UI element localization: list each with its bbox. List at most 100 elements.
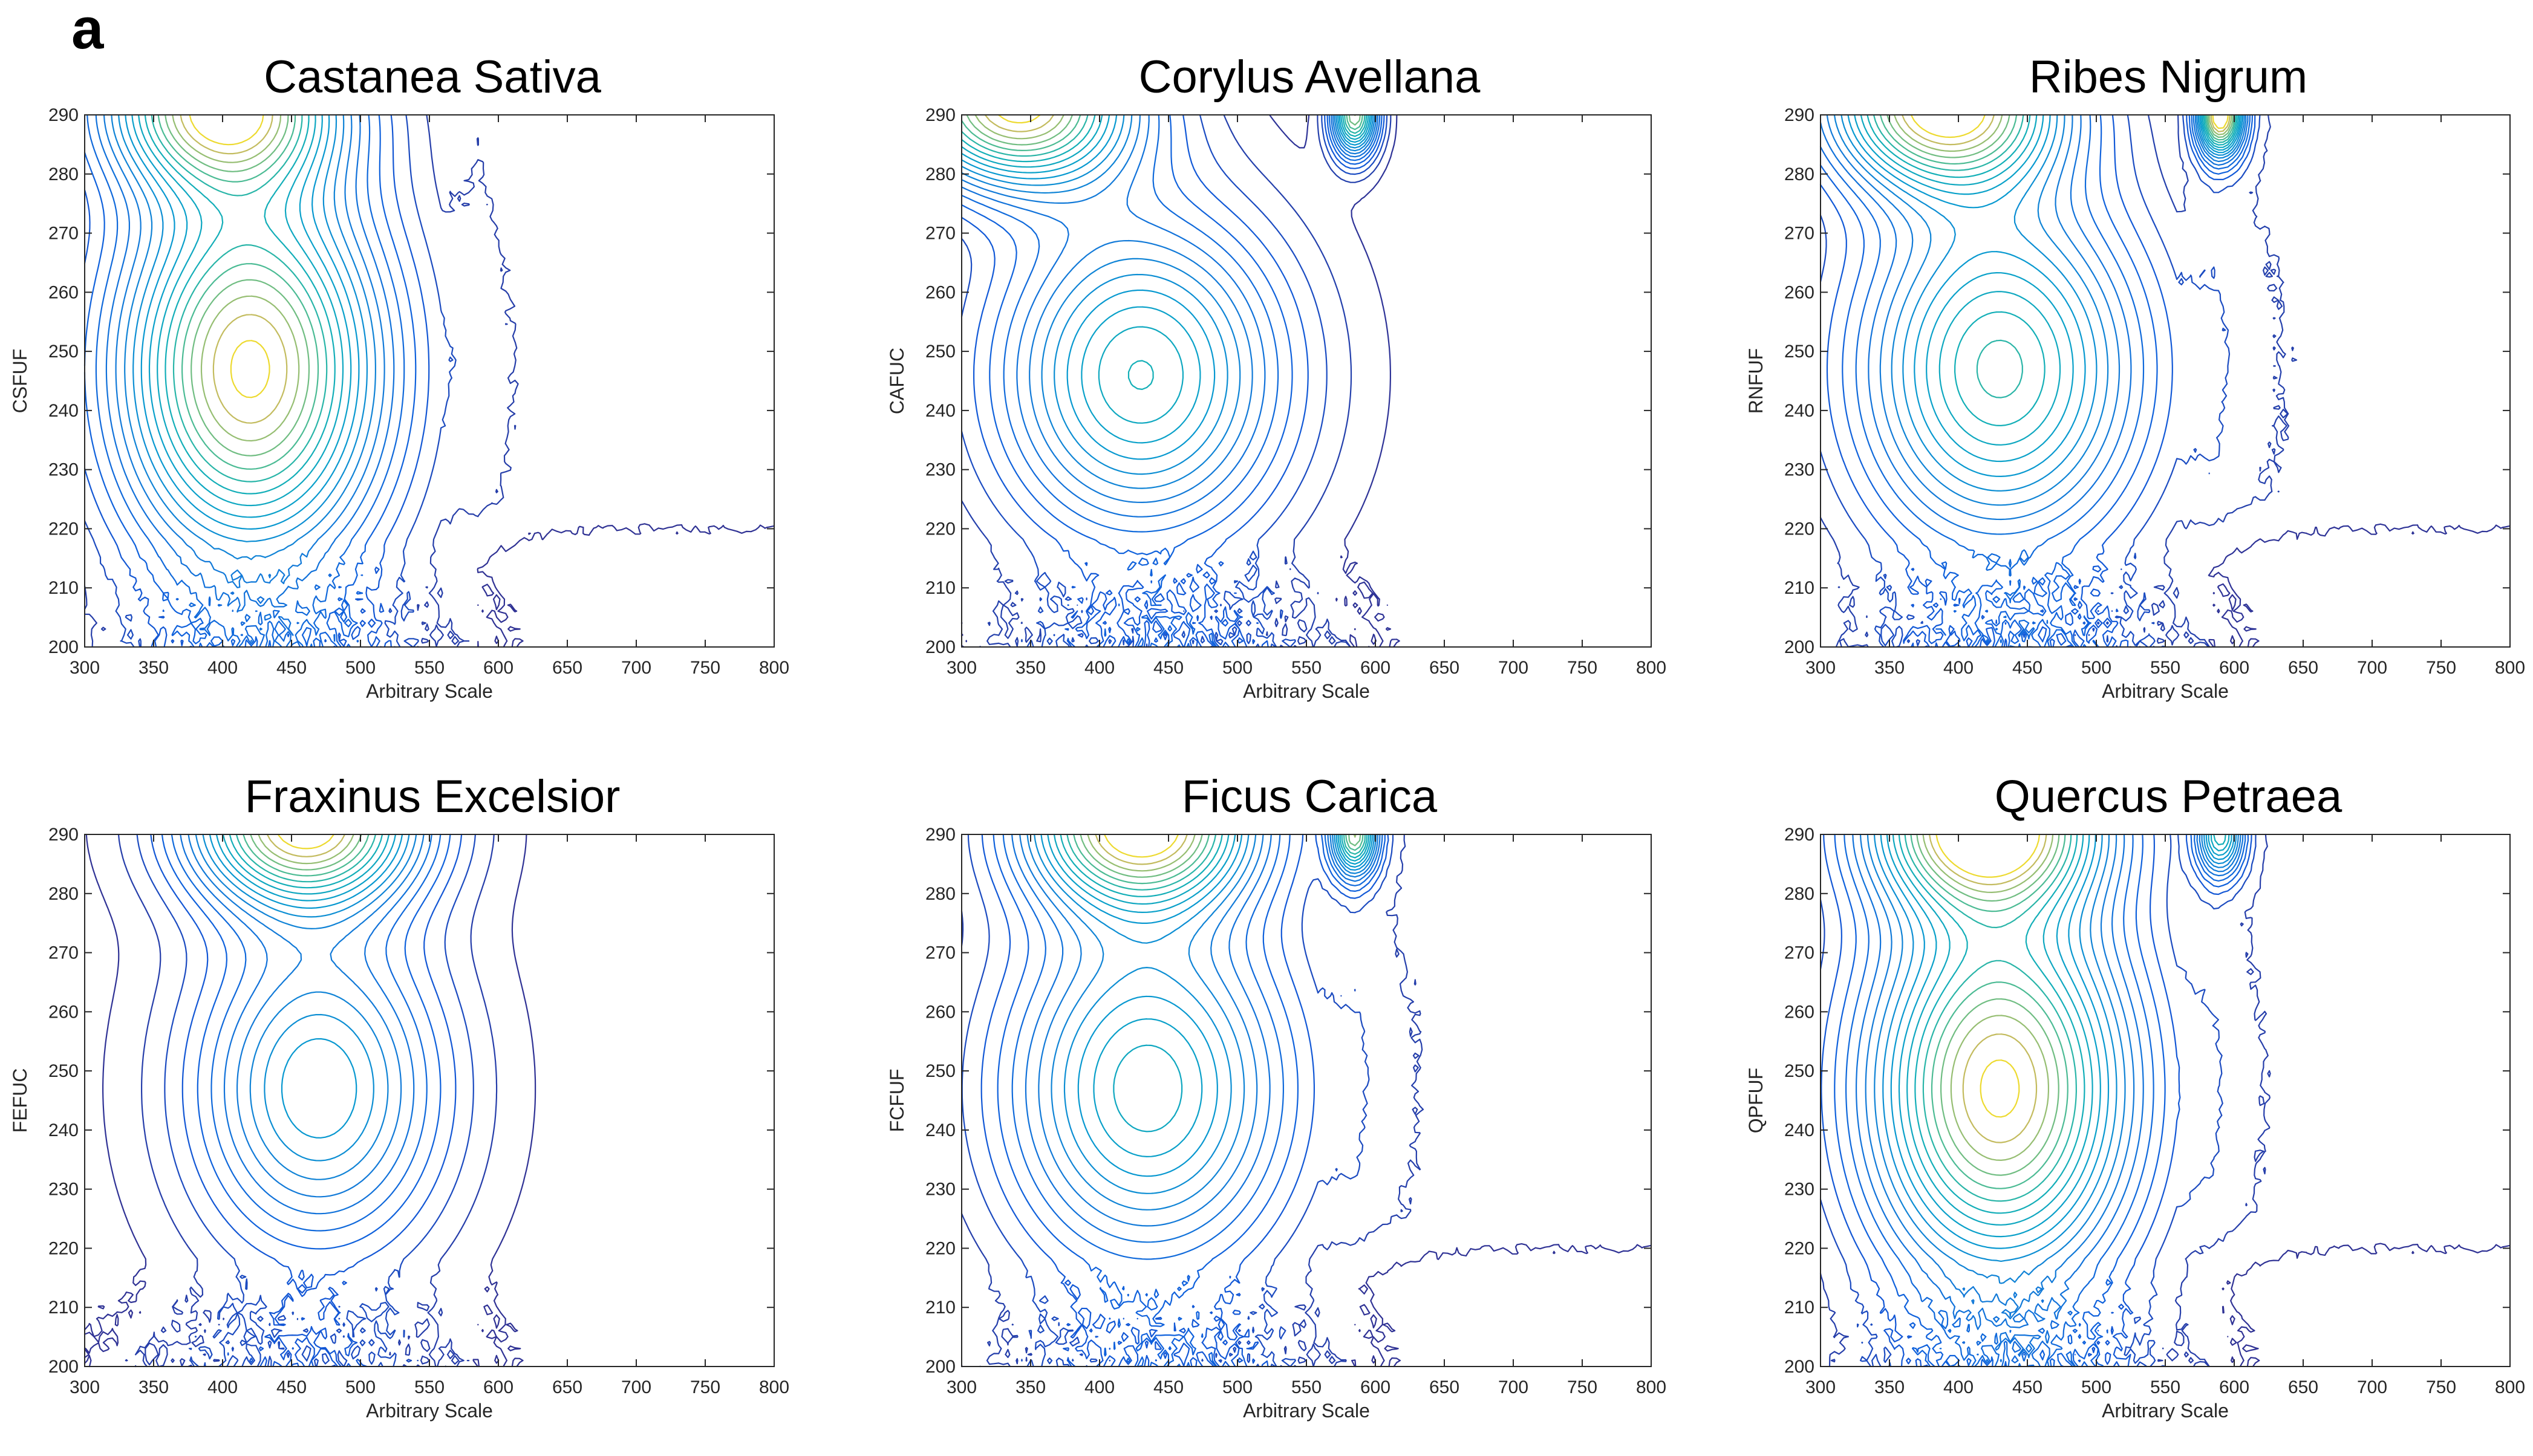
y-tick-label: 290 — [48, 105, 79, 125]
y-axis-title: FEFUC — [9, 1068, 31, 1133]
contour-level — [1819, 114, 2251, 648]
x-tick-label: 500 — [1222, 1377, 1253, 1397]
y-tick-label: 220 — [1784, 519, 1814, 539]
contour-level — [1847, 114, 2242, 477]
contour-level — [83, 114, 417, 648]
contour-level — [1819, 114, 2256, 648]
y-tick-label: 290 — [48, 825, 79, 845]
y-tick-label: 220 — [1784, 1238, 1814, 1258]
contour-level — [1826, 114, 2247, 521]
contour-level — [1053, 833, 1370, 1133]
y-tick-label: 200 — [925, 1357, 956, 1377]
contour-lines — [83, 114, 775, 648]
y-tick-label: 290 — [1784, 105, 1814, 125]
x-tick-label: 650 — [552, 1377, 582, 1397]
contour-level — [172, 114, 300, 442]
x-tick-label: 800 — [759, 1377, 789, 1397]
x-tick-label: 750 — [690, 1377, 720, 1397]
contour-level — [960, 114, 1379, 518]
plot-area — [962, 115, 1651, 647]
y-tick-label: 230 — [48, 460, 79, 480]
x-tick-label: 350 — [1874, 658, 1905, 678]
contour-level — [111, 114, 376, 561]
x-axis-title: Arbitrary Scale — [1243, 680, 1370, 702]
contour-level — [171, 833, 442, 1232]
y-tick-label: 250 — [925, 342, 956, 362]
contour-level — [1860, 114, 2240, 446]
contour-level — [1904, 833, 2077, 1202]
y-tick-label: 230 — [1784, 460, 1814, 480]
contour-level — [1819, 114, 2249, 535]
y-tick-label: 220 — [925, 1238, 956, 1258]
y-tick-label: 230 — [1784, 1180, 1814, 1200]
x-tick-label: 700 — [1498, 1377, 1528, 1397]
x-tick-label: 500 — [2081, 658, 2111, 678]
contour-level — [118, 114, 368, 542]
contour-plot: 300 350 400 450 500 550 600 650 700 750 800 200 210 2… — [9, 105, 789, 702]
y-tick-label: 240 — [48, 1120, 79, 1140]
contour-level — [83, 114, 519, 648]
contour-plot: 300 350 400 450 500 550 600 650 700 750 800 200 210 2… — [886, 105, 1666, 702]
y-tick-label: 200 — [48, 637, 79, 657]
contour-level — [243, 833, 370, 877]
x-tick-label: 550 — [1291, 658, 1322, 678]
contour-level — [960, 114, 1374, 475]
y-axis-title: FCFUF — [886, 1069, 908, 1133]
contour-lines — [960, 114, 1400, 648]
x-tick-label: 450 — [2012, 1377, 2042, 1397]
y-tick-label: 240 — [1784, 401, 1814, 421]
contour-level — [1852, 833, 2244, 1362]
contour-plot: 300 350 400 450 500 550 600 650 700 750 800 200 210 2… — [886, 825, 1666, 1422]
x-axis-title: Arbitrary Scale — [366, 680, 493, 702]
y-tick-label: 260 — [1784, 282, 1814, 302]
chart-title: Corylus Avellana — [1138, 51, 1481, 103]
contour-level — [138, 114, 344, 507]
x-tick-label: 400 — [1943, 658, 1974, 678]
contour-level — [960, 114, 1363, 151]
y-tick-label: 260 — [925, 1002, 956, 1022]
contour-level — [209, 833, 403, 1139]
y-axis-title: CAFUC — [886, 348, 908, 414]
contour-level — [144, 114, 336, 495]
y-tick-label: 250 — [48, 342, 79, 362]
x-tick-label: 750 — [1567, 1377, 1597, 1397]
contour-level — [258, 833, 354, 865]
contour-level — [235, 833, 377, 883]
contour-level — [1034, 833, 1375, 1194]
contour-level — [1922, 833, 2054, 1161]
contour-level — [1011, 833, 1381, 1243]
x-tick-label: 600 — [2219, 1377, 2249, 1397]
x-tick-label: 700 — [621, 658, 651, 678]
y-tick-label: 270 — [925, 943, 956, 963]
contour-level — [1040, 833, 1373, 1177]
x-tick-label: 700 — [2357, 658, 2387, 678]
contour-level — [150, 833, 463, 1368]
contour-level — [189, 114, 270, 398]
y-axis-title: CSFUF — [9, 349, 31, 414]
contour-plot: 300 350 400 450 500 550 600 650 700 750 800 200 210 2… — [1745, 105, 2525, 702]
contour-level — [1898, 833, 2226, 1214]
contour-level — [83, 114, 457, 648]
x-tick-label: 300 — [1805, 658, 1836, 678]
contour-level — [1879, 114, 2235, 165]
contour-level — [1104, 833, 1179, 858]
y-tick-label: 220 — [48, 1238, 79, 1258]
y-tick-label: 200 — [925, 637, 956, 657]
contour-level — [1819, 114, 2261, 648]
y-tick-label: 280 — [925, 884, 956, 904]
contour-level — [961, 833, 1394, 1368]
contour-level — [1854, 114, 2241, 463]
x-tick-label: 450 — [1153, 658, 1184, 678]
contour-level — [1834, 833, 2249, 1368]
x-tick-label: 600 — [1360, 1377, 1390, 1397]
chart-title: Ficus Carica — [1181, 771, 1438, 822]
y-tick-label: 230 — [925, 1180, 956, 1200]
x-tick-label: 300 — [70, 1377, 100, 1397]
contour-level — [1873, 114, 2237, 398]
contour-level — [117, 833, 498, 1368]
x-tick-label: 600 — [483, 1377, 513, 1397]
contour-level — [1902, 114, 2231, 146]
y-tick-label: 210 — [48, 1298, 79, 1318]
y-tick-label: 260 — [48, 282, 79, 302]
x-tick-label: 400 — [207, 658, 238, 678]
